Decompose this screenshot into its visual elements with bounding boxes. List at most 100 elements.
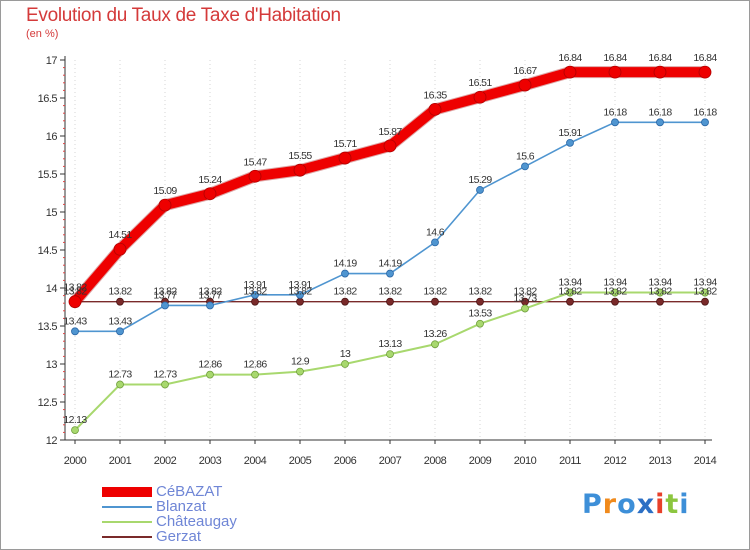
data-label-chateaugay: 13.94 — [648, 277, 672, 289]
data-point-cebazat — [653, 65, 667, 79]
legend-label-blanzat: Blanzat — [156, 498, 207, 515]
x-tick-label: 2012 — [604, 455, 627, 467]
data-label-cebazat: 13.82 — [63, 282, 87, 294]
data-label-gerzat: 13.82 — [513, 286, 537, 298]
data-point-chateaugay — [341, 360, 349, 368]
data-point-cebazat — [563, 65, 577, 79]
data-label-cebazat: 15.09 — [153, 185, 177, 197]
data-point-cebazat — [203, 187, 217, 201]
data-label-chateaugay: 13.53 — [468, 308, 492, 320]
data-label-cebazat: 15.24 — [198, 174, 222, 186]
y-tick-label: 14.5 — [38, 245, 58, 257]
data-point-cebazat — [293, 163, 307, 177]
x-tick-label: 2007 — [379, 455, 402, 467]
data-point-chateaugay — [521, 304, 529, 313]
data-point-chateaugay — [116, 380, 124, 389]
data-point-chateaugay — [476, 319, 484, 328]
data-point-cebazat — [608, 65, 622, 79]
data-label-chateaugay: 12.9 — [291, 356, 310, 368]
data-point-gerzat — [341, 297, 349, 306]
data-point-cebazat — [248, 169, 262, 183]
data-label-gerzat: 13.82 — [153, 286, 177, 298]
data-label-gerzat: 13.82 — [288, 286, 312, 298]
data-point-cebazat — [383, 139, 397, 153]
x-tick-label: 2008 — [424, 455, 447, 467]
data-label-chateaugay: 13.94 — [603, 277, 627, 289]
data-label-gerzat: 13.82 — [693, 286, 717, 298]
data-point-chateaugay — [611, 288, 619, 297]
data-point-cebazat — [158, 198, 172, 212]
data-point-blanzat — [161, 301, 169, 310]
data-point-chateaugay — [431, 340, 439, 349]
data-label-gerzat: 13.82 — [198, 286, 222, 298]
x-tick-label: 2011 — [559, 455, 581, 467]
data-point-cebazat — [473, 90, 487, 104]
data-label-chateaugay: 13.94 — [693, 277, 717, 289]
legend-item-cebazat: CéBAZAT — [102, 483, 302, 500]
data-point-blanzat — [656, 118, 664, 127]
data-point-blanzat — [476, 186, 484, 194]
logo-letter: r — [602, 489, 618, 520]
data-label-blanzat: 13.43 — [108, 315, 132, 327]
x-tick-label: 2004 — [244, 455, 267, 467]
x-tick-label: 2003 — [199, 455, 222, 467]
data-label-gerzat: 13.82 — [423, 286, 447, 298]
data-point-gerzat — [296, 297, 304, 306]
data-label-blanzat: 15.6 — [516, 150, 535, 162]
data-label-cebazat: 15.55 — [288, 150, 312, 162]
logo-letter: x — [636, 489, 656, 520]
legend-item-gerzat: Gerzat — [102, 528, 302, 545]
y-tick-label: 12 — [46, 435, 58, 447]
y-tick-label: 13.5 — [38, 321, 58, 333]
legend: CéBAZAT Blanzat Châteaugay Gerzat — [102, 483, 302, 545]
x-tick-label: 2000 — [64, 455, 87, 467]
logo-letter: o — [617, 489, 637, 520]
data-point-chateaugay — [566, 288, 574, 297]
data-point-chateaugay — [71, 426, 79, 435]
data-point-gerzat — [251, 297, 259, 306]
data-label-blanzat: 16.18 — [693, 106, 717, 118]
data-point-cebazat — [338, 151, 352, 165]
data-label-cebazat: 16.84 — [558, 52, 582, 64]
data-point-blanzat — [386, 269, 394, 278]
data-point-cebazat — [428, 103, 442, 116]
data-point-blanzat — [341, 269, 349, 278]
data-label-cebazat: 16.35 — [423, 89, 447, 101]
data-point-blanzat — [206, 301, 214, 310]
data-label-blanzat: 15.29 — [468, 174, 492, 186]
data-point-blanzat — [296, 290, 304, 299]
data-label-gerzat: 13.82 — [243, 286, 267, 298]
logo-letter: i — [655, 489, 666, 520]
data-label-chateaugay: 12.86 — [198, 359, 222, 371]
data-label-cebazat: 16.84 — [693, 52, 717, 64]
data-point-gerzat — [431, 297, 439, 306]
x-tick-label: 2014 — [694, 455, 717, 467]
data-point-blanzat — [611, 118, 619, 127]
data-point-blanzat — [431, 238, 439, 247]
data-label-gerzat: 13.82 — [603, 286, 627, 298]
data-label-blanzat: 13.77 — [198, 289, 222, 301]
data-point-blanzat — [71, 327, 79, 336]
data-label-chateaugay: 12.13 — [63, 414, 87, 426]
data-point-chateaugay — [386, 350, 394, 359]
y-tick-label: 13 — [46, 359, 58, 371]
data-label-blanzat: 13.43 — [63, 315, 87, 327]
data-label-cebazat: 16.67 — [513, 65, 537, 77]
data-label-blanzat: 14.19 — [333, 258, 357, 270]
legend-item-chateaugay: Châteaugay — [102, 513, 302, 530]
series-line-chateaugay — [74, 291, 706, 432]
data-label-blanzat: 13.91 — [288, 279, 312, 291]
data-label-gerzat: 13.82 — [378, 286, 402, 298]
data-label-cebazat: 16.84 — [648, 52, 672, 64]
data-label-blanzat: 14.6 — [426, 226, 445, 238]
series-points — [68, 65, 712, 435]
data-label-chateaugay: 13.13 — [378, 338, 402, 350]
data-point-gerzat — [116, 297, 124, 306]
x-tick-label: 2009 — [469, 455, 492, 467]
data-label-chateaugay: 13 — [340, 348, 351, 360]
x-tick-label: 2005 — [289, 455, 312, 467]
data-point-cebazat — [698, 65, 712, 79]
data-point-gerzat — [656, 297, 664, 306]
data-point-gerzat — [476, 297, 484, 306]
